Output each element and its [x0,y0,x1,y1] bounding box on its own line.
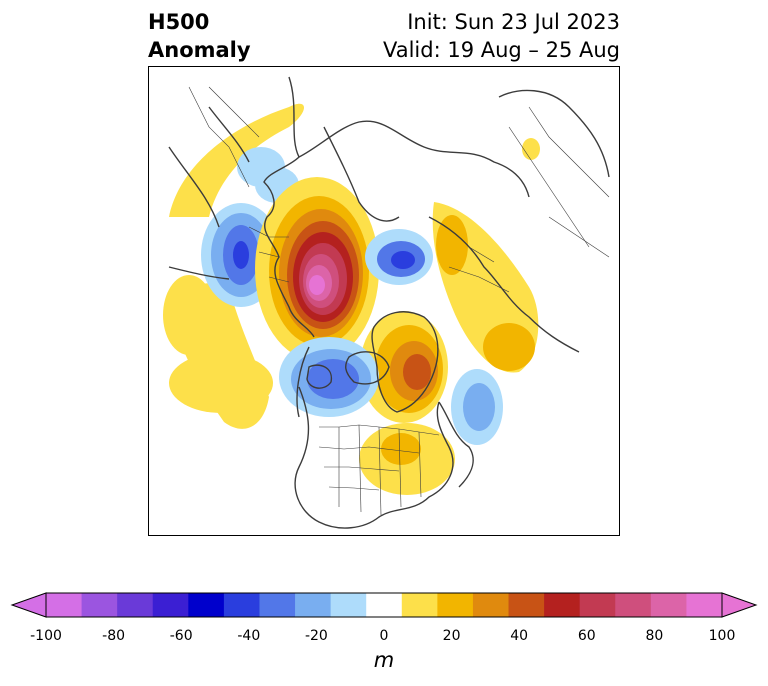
colorbar-outline [45,592,723,618]
colorbar-segment [437,593,474,617]
colorbar-tick-label: -100 [30,628,62,644]
colorbar-unit: m [373,648,395,672]
colorbar-segment [330,593,367,617]
colorbar-segment [508,593,545,617]
anomaly-map [148,66,620,536]
colorbar-tick-label: -60 [169,628,193,644]
colorbar-segment [117,593,154,617]
title-left: H500 Anomaly [148,8,251,64]
colorbar-tick-label: -20 [304,628,328,644]
colorbar-segments [10,592,758,618]
colorbar-segment [401,593,438,617]
valid-range: Valid: 19 Aug – 25 Aug [382,38,620,62]
political-borders-layer [188,86,610,516]
colorbar-segment [188,593,225,617]
colorbar-segment [472,593,510,617]
colorbar [10,592,758,618]
colorbar-extend-high [721,592,758,618]
colorbar-segment [366,593,403,617]
title-field-type: Anomaly [148,38,251,62]
coastlines-layer [168,76,610,529]
colorbar-segment [295,593,332,617]
colorbar-tick-label: 0 [379,628,389,644]
colorbar-tick-label: -40 [237,628,261,644]
colorbar-segment [46,593,83,617]
colorbar-segment [544,593,581,617]
colorbar-tick-label: 100 [708,628,736,644]
colorbar-segment [615,593,652,617]
colorbar-extend-low [10,592,47,618]
colorbar-segment [81,593,118,617]
colorbar-segment [152,593,189,617]
colorbar-segment [579,593,616,617]
colorbar-tick-label: 40 [510,628,529,644]
colorbar-segment [223,593,260,617]
colorbar-segment [650,593,687,617]
colorbar-segment [259,593,296,617]
colorbar-segment [686,593,723,617]
anomaly-fill-layer [163,103,540,495]
init-time: Init: Sun 23 Jul 2023 [407,10,620,34]
colorbar-tick-label: 60 [577,628,596,644]
title-variable: H500 [148,10,210,34]
colorbar-tick-label: 80 [645,628,664,644]
title-right: Init: Sun 23 Jul 2023 Valid: 19 Aug – 25… [383,8,620,64]
map-canvas [163,76,610,529]
colorbar-tick-label: 20 [442,628,461,644]
colorbar-tick-label: -80 [102,628,126,644]
